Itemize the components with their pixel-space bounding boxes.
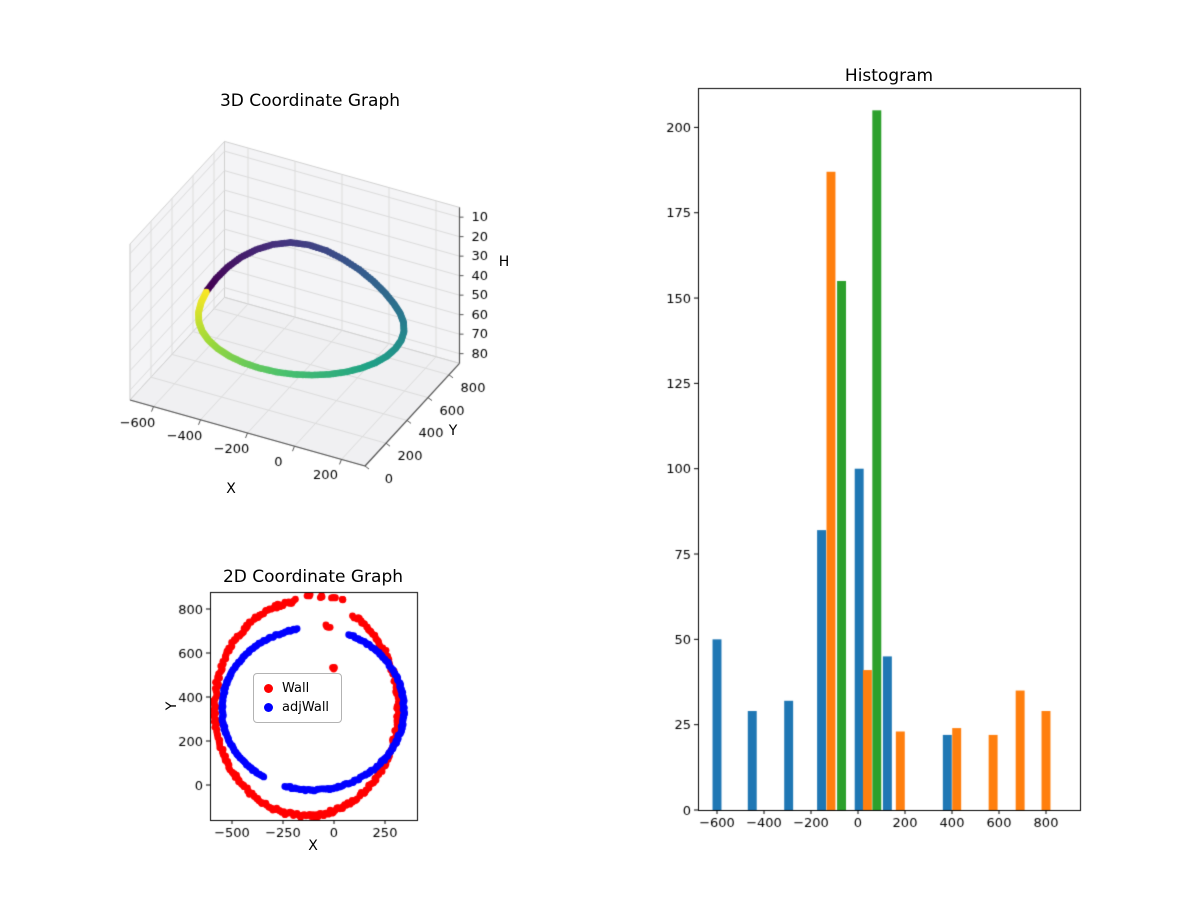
adjwall-marker-icon bbox=[264, 703, 273, 712]
legend-label-adjwall: adjWall bbox=[282, 700, 330, 715]
plot2d-y-axis-label: Y bbox=[164, 701, 180, 711]
plot3d-title: 3D Coordinate Graph bbox=[219, 91, 401, 111]
wall-marker-icon bbox=[264, 684, 273, 693]
legend-item-adjwall: adjWall bbox=[264, 700, 329, 715]
histogram-title: Histogram bbox=[844, 66, 934, 86]
legend-item-wall: Wall bbox=[264, 681, 329, 696]
legend-label-wall: Wall bbox=[282, 681, 310, 696]
plot2d-x-axis-label: X bbox=[308, 838, 318, 854]
plot3d-x-axis-label: X bbox=[226, 481, 236, 497]
plot2d-title: 2D Coordinate Graph bbox=[222, 567, 404, 587]
plot3d-z-axis-label: H bbox=[498, 254, 510, 270]
legend: Wall adjWall bbox=[253, 673, 343, 723]
plot3d-y-axis-label: Y bbox=[448, 423, 458, 439]
